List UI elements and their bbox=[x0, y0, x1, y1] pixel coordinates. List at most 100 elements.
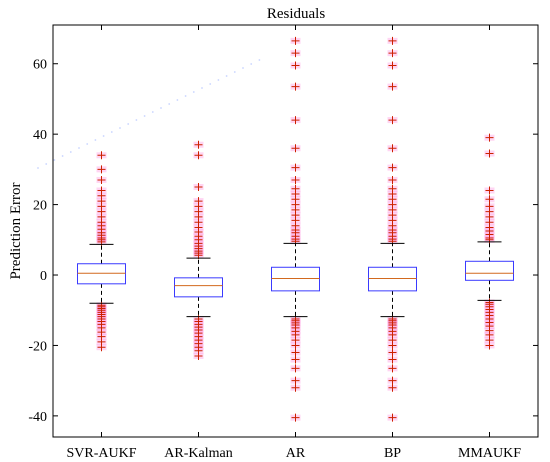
outlier-point bbox=[485, 133, 494, 142]
decorative-dot bbox=[192, 91, 195, 93]
outlier-point bbox=[291, 383, 300, 392]
outlier-point bbox=[97, 175, 106, 184]
iqr-box bbox=[174, 277, 223, 298]
outlier-point bbox=[97, 165, 106, 174]
outlier-point bbox=[388, 355, 397, 364]
decorative-dot bbox=[151, 111, 154, 113]
outlier-point bbox=[388, 144, 397, 153]
decorative-dot bbox=[45, 163, 48, 165]
outlier-point bbox=[97, 151, 106, 160]
decorative-dot bbox=[184, 95, 187, 97]
outlier-point bbox=[291, 364, 300, 373]
decorative-dot bbox=[78, 147, 80, 149]
decorative-dot bbox=[94, 139, 97, 141]
outlier-point bbox=[388, 341, 397, 350]
decorative-dot bbox=[225, 75, 228, 77]
box-group bbox=[77, 151, 126, 352]
decorative-dot bbox=[135, 119, 138, 121]
x-tick-label: BP bbox=[384, 446, 401, 461]
outlier-point bbox=[291, 163, 300, 172]
outlier-point bbox=[194, 182, 203, 191]
decorative-dot bbox=[127, 123, 130, 125]
outlier-point bbox=[291, 82, 300, 91]
box-group bbox=[368, 36, 417, 422]
iqr-box bbox=[465, 260, 514, 281]
outlier-point bbox=[291, 413, 300, 422]
decorative-dot bbox=[110, 131, 113, 133]
y-tick-label: 20 bbox=[33, 199, 47, 214]
y-tick-label: -20 bbox=[28, 339, 47, 354]
outlier-point bbox=[485, 149, 494, 158]
y-axis-ticks: -40 -20 0 20 40 60 bbox=[28, 58, 538, 425]
decorative-dot bbox=[143, 115, 146, 117]
decorative-dot bbox=[102, 135, 105, 137]
decorative-dot bbox=[217, 79, 220, 81]
outlier-point bbox=[194, 151, 203, 160]
outlier-point bbox=[291, 341, 300, 350]
outlier-point bbox=[291, 36, 300, 45]
x-axis-ticks: SVR-AUKF AR-Kalman AR BP MMAUKF bbox=[66, 25, 521, 461]
outlier-point bbox=[388, 376, 397, 385]
outlier-point bbox=[388, 82, 397, 91]
y-tick-label: 0 bbox=[40, 269, 47, 284]
outlier-point bbox=[291, 376, 300, 385]
y-tick-label: -40 bbox=[28, 410, 47, 425]
outlier-point bbox=[388, 383, 397, 392]
outlier-point bbox=[291, 61, 300, 70]
decorative-dot bbox=[53, 159, 56, 161]
decorative-dot bbox=[201, 87, 203, 89]
outlier-point bbox=[388, 116, 397, 125]
x-tick-label: AR-Kalman bbox=[164, 446, 232, 461]
outlier-point bbox=[291, 144, 300, 153]
outlier-point bbox=[194, 140, 203, 149]
decorative-dot bbox=[250, 63, 253, 65]
outlier-point bbox=[485, 235, 494, 244]
decorative-dot bbox=[119, 127, 121, 129]
outlier-point bbox=[388, 61, 397, 70]
decorative-dot bbox=[233, 71, 236, 73]
outlier-point bbox=[485, 195, 494, 204]
outlier-point bbox=[291, 116, 300, 125]
x-tick-label: AR bbox=[286, 446, 306, 461]
outlier-point bbox=[388, 348, 397, 357]
y-tick-label: 60 bbox=[33, 58, 47, 73]
boxes-layer bbox=[77, 36, 514, 422]
decorative-dot bbox=[61, 155, 64, 157]
decorative-dot bbox=[37, 167, 39, 169]
box-group bbox=[174, 140, 223, 361]
outlier-point bbox=[388, 413, 397, 422]
x-tick-label: SVR-AUKF bbox=[66, 446, 136, 461]
outlier-point bbox=[388, 175, 397, 184]
decorative-dot bbox=[176, 99, 179, 101]
x-tick-label: MMAUKF bbox=[458, 446, 521, 461]
outlier-point bbox=[485, 341, 494, 350]
decorative-dot bbox=[242, 67, 244, 69]
outlier-point bbox=[97, 343, 106, 352]
box-group bbox=[271, 36, 320, 422]
decorative-dot bbox=[69, 151, 72, 153]
decorative-dot bbox=[86, 143, 89, 145]
iqr-box bbox=[271, 266, 320, 292]
box-group bbox=[465, 133, 514, 350]
y-tick-label: 40 bbox=[33, 128, 47, 143]
outlier-point bbox=[291, 175, 300, 184]
outlier-point bbox=[291, 355, 300, 364]
outlier-point bbox=[291, 348, 300, 357]
outlier-point bbox=[291, 49, 300, 58]
decorative-dot bbox=[168, 103, 171, 105]
chart-title: Residuals bbox=[267, 6, 325, 22]
iqr-box bbox=[77, 263, 126, 285]
y-axis-label: Prediction Error bbox=[8, 182, 24, 279]
outlier-point bbox=[388, 49, 397, 58]
outlier-point bbox=[194, 352, 203, 361]
outlier-point bbox=[388, 163, 397, 172]
outlier-point bbox=[388, 364, 397, 373]
iqr-box bbox=[368, 266, 417, 292]
decorative-dot bbox=[160, 107, 162, 109]
outlier-point bbox=[485, 186, 494, 195]
decorative-dot bbox=[209, 83, 212, 85]
decorative-dot bbox=[258, 59, 261, 61]
decorative-dots bbox=[37, 59, 261, 169]
outlier-point bbox=[388, 36, 397, 45]
